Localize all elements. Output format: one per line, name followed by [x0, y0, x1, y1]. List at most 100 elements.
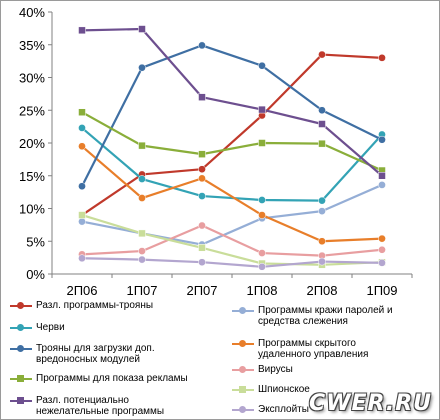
series-7-point-0 [78, 211, 86, 219]
series-9-point-4 [318, 257, 326, 266]
series-2-point-3 [258, 196, 266, 204]
legend-swatch [10, 373, 32, 384]
legend-swatch [232, 305, 254, 316]
series-7-point-2 [198, 244, 206, 252]
series-3-point-2 [198, 174, 206, 183]
legend-item-right-4: Эксплойты [232, 404, 402, 415]
legend-item-left-0: Разл. программы-трояны [10, 300, 200, 311]
legend-swatch [232, 404, 254, 415]
series-2-point-0 [78, 124, 86, 132]
legend-label: Шпионское [258, 384, 310, 395]
y-tick-label-7: 35% [19, 38, 45, 53]
series-3-point-3 [258, 211, 266, 219]
series-2-point-2 [198, 192, 206, 200]
series-2-point-1 [138, 175, 146, 183]
series-4-point-5 [378, 135, 386, 144]
series-9-point-0 [78, 254, 86, 263]
series-8-point-4 [318, 120, 326, 128]
series-7-point-1 [138, 229, 146, 238]
series-3-point-1 [138, 194, 146, 202]
series-4-point-3 [258, 61, 266, 70]
series-9-point-3 [258, 262, 266, 271]
series-5-point-5 [378, 245, 386, 254]
y-tick-label-5: 25% [19, 103, 45, 118]
x-tick-label-4: 2П08 [306, 283, 337, 298]
series-3-point-4 [318, 237, 326, 246]
legend-label: Трояны для загрузки доп. вредоносных мод… [36, 343, 155, 365]
series-0-point-2 [198, 165, 206, 174]
y-tick-label-0: 0% [26, 267, 45, 282]
legend-label: Эксплойты [258, 404, 309, 415]
series-9-point-1 [138, 255, 146, 264]
series-3-point-0 [78, 142, 86, 151]
series-8-point-0 [78, 26, 86, 35]
legend-swatch [232, 384, 254, 395]
series-0-point-4 [318, 50, 326, 59]
legend-swatch [232, 364, 254, 375]
series-line-2 [81, 127, 383, 202]
series-line-6 [81, 111, 383, 172]
x-tick-label-1: 1П07 [126, 283, 157, 298]
series-0-point-5 [378, 54, 386, 62]
legend-item-right-2: Вирусы [232, 364, 402, 375]
legend-item-left-4: Разл. потенциально нежелательные програм… [10, 395, 200, 417]
series-1-point-5 [378, 181, 386, 189]
series-line-8 [81, 27, 383, 177]
legend-swatch [10, 300, 32, 311]
legend-swatch [10, 395, 32, 406]
series-6-point-4 [318, 139, 326, 148]
series-line-3 [81, 145, 383, 243]
chart-legend: Разл. программы-трояны Черви Трояны для за… [10, 300, 430, 417]
x-tick-label-2: 2П07 [186, 283, 217, 298]
series-6-point-0 [78, 108, 86, 116]
y-tick-label-4: 20% [19, 136, 45, 151]
legend-item-right-0: Программы кражи паролей и средства слеже… [232, 305, 402, 327]
legend-label: Черви [36, 322, 65, 333]
series-line-7 [81, 213, 383, 266]
series-4-point-1 [138, 63, 146, 72]
series-8-point-3 [258, 105, 266, 114]
legend-swatch [10, 343, 32, 354]
x-tick-label-0: 2П06 [66, 283, 97, 298]
y-tick-label-3: 15% [19, 169, 45, 184]
y-tick-label-2: 10% [19, 202, 45, 217]
series-2-point-4 [318, 196, 326, 205]
series-8-point-2 [198, 93, 206, 101]
series-4-point-4 [318, 106, 326, 115]
x-tick-label-5: 1П09 [366, 283, 397, 298]
series-line-4 [81, 44, 383, 187]
series-9-point-5 [378, 259, 386, 267]
series-4-point-0 [78, 182, 86, 191]
legend-item-left-1: Черви [10, 322, 200, 333]
legend-item-left-2: Трояны для загрузки доп. вредоносных мод… [10, 343, 200, 365]
series-line-1 [81, 183, 383, 246]
y-tick-label-8: 40% [19, 5, 45, 20]
legend-label: Программы для показа рекламы [36, 373, 188, 384]
legend-item-right-3: Шпионское [232, 384, 402, 395]
legend-swatch [232, 338, 254, 349]
legend-label: Разл. потенциально нежелательные програм… [36, 395, 165, 417]
series-4-point-2 [198, 41, 206, 50]
series-3-point-5 [378, 234, 386, 243]
series-1-point-0 [78, 217, 86, 226]
legend-swatch [10, 322, 32, 333]
watermark-logo: CWER.RU [309, 391, 432, 416]
y-tick-label-1: 5% [26, 234, 45, 249]
series-8-point-1 [138, 25, 146, 33]
series-8-point-5 [378, 172, 386, 180]
series-line-9 [81, 257, 383, 268]
series-6-point-1 [138, 141, 146, 150]
legend-label: Вирусы [258, 364, 293, 375]
legend-label: Программы кражи паролей и средства слеже… [258, 305, 393, 327]
series-line-0 [81, 53, 383, 216]
legend-item-right-1: Программы скрытого удаленного управления [232, 338, 402, 360]
series-9-point-2 [198, 258, 206, 267]
x-tick-label-3: 1П08 [246, 283, 277, 298]
line-chart: 0% 5% 10% 15% 20% 25% 30% 35% 40% 2П06 1П07 2П07 1П0… [19, 5, 413, 298]
y-tick-label-6: 30% [19, 71, 45, 86]
series-5-point-2 [198, 221, 206, 230]
legend-label: Разл. программы-трояны [36, 300, 154, 311]
series-5-point-3 [258, 249, 266, 257]
series-line-5 [81, 224, 383, 257]
